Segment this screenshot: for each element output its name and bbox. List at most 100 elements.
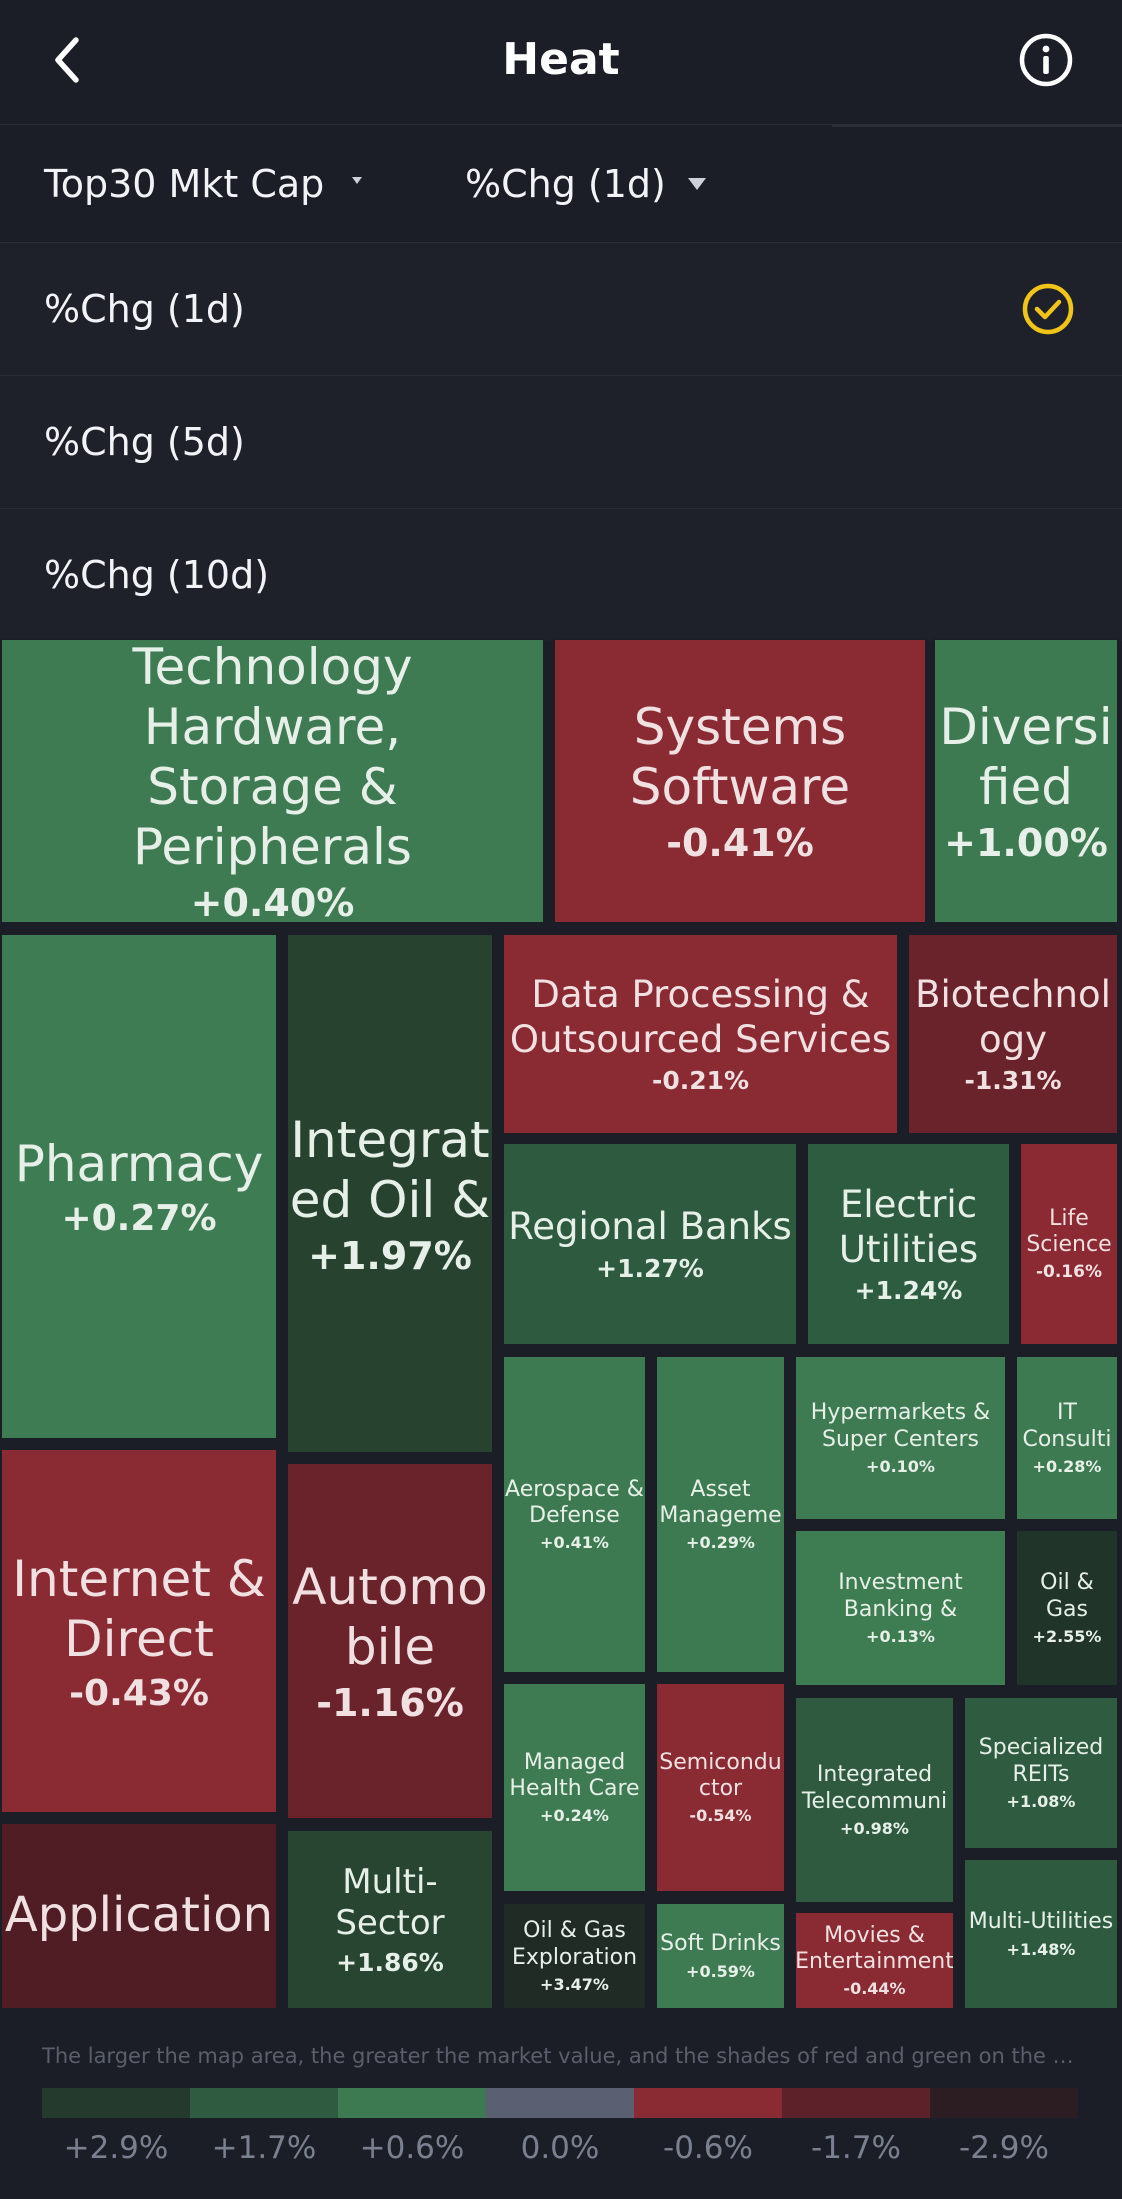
heatmap-tile[interactable]: Internet & Direct -0.43% <box>0 1448 278 1814</box>
tile-name-line: Life <box>1049 1205 1089 1231</box>
tile-name-line: Semicondu <box>659 1749 782 1775</box>
chevron-left-icon <box>55 37 79 83</box>
tile-sector-name: Managed Health Care <box>509 1750 639 1803</box>
tile-percent-change: -0.41% <box>666 821 814 865</box>
tile-percent-change: -0.54% <box>689 1806 752 1826</box>
heatmap-tile[interactable]: Investment Banking & +0.13% <box>794 1529 1007 1687</box>
tile-percent-change: -0.44% <box>843 1979 906 1999</box>
tile-sector-name: Semicondu ctor <box>659 1750 781 1803</box>
tile-percent-change: +1.48% <box>1006 1939 1076 1959</box>
heatmap-tile[interactable]: Managed Health Care +0.24% <box>502 1682 647 1893</box>
tile-name-line: Multi- <box>342 1862 438 1903</box>
legend-swatch <box>486 2088 634 2118</box>
tile-percent-change: -0.21% <box>651 1065 750 1095</box>
tile-name-line: Entertainment <box>795 1949 954 1974</box>
legend-label: +0.6% <box>359 2130 465 2166</box>
heatmap-tile[interactable]: Integrat ed Oil & +1.97% <box>286 933 494 1454</box>
metric-dropdown-menu: %Chg (1d) %Chg (5d) %Chg (10d) <box>0 242 1122 641</box>
color-legend <box>42 2088 1078 2118</box>
dropdown-option-1d[interactable]: %Chg (1d) <box>0 242 1122 375</box>
heatmap-tile[interactable]: Application <box>0 1822 278 2010</box>
heatmap-tile[interactable]: Pharmacy +0.27% <box>0 933 278 1440</box>
heatmap-tile[interactable]: Multi- Sector +1.86% <box>286 1829 494 2010</box>
heatmap-tile[interactable]: Diversi fied +1.00% <box>933 638 1119 924</box>
tile-name-line: Data Processing & <box>531 973 870 1017</box>
tile-name-line: Exploration <box>511 1944 638 1970</box>
tile-sector-name: Integrated Telecommuni <box>802 1762 947 1815</box>
heatmap-tile[interactable]: Integrated Telecommuni +0.98% <box>794 1696 955 1904</box>
tile-name-line: Investment <box>838 1570 963 1596</box>
legend-swatch <box>190 2088 338 2118</box>
tile-name-line: Electric <box>839 1183 978 1227</box>
divider <box>832 125 1122 127</box>
filter-bar: Top30 Mkt Cap %Chg (1d) <box>0 124 1122 243</box>
tile-name-line: Soft Drinks <box>660 1931 781 1957</box>
tile-name-line: Multi-Utilities <box>968 1909 1114 1935</box>
heatmap-tile[interactable]: Technology Hardware, Storage & Peripheral… <box>0 638 545 924</box>
tile-name-line: Regional Banks <box>508 1205 792 1249</box>
tile-name-line: Defense <box>529 1503 620 1528</box>
tile-name-line: Manageme <box>659 1503 782 1528</box>
heatmap-tile[interactable]: Automo bile -1.16% <box>286 1462 494 1820</box>
heatmap-tile[interactable]: Movies & Entertainment -0.44% <box>794 1911 955 2010</box>
dropdown-option-10d[interactable]: %Chg (10d) <box>0 508 1122 641</box>
tile-sector-name: Technology Hardware, Storage & Peripheral… <box>2 638 543 877</box>
tile-name-line: Software <box>629 758 851 816</box>
tile-name-line: Storage & Peripherals <box>133 758 412 876</box>
tile-sector-name: Aerospace & Defense <box>505 1477 644 1530</box>
heatmap-tile[interactable]: Life Science -0.16% <box>1019 1142 1119 1346</box>
tile-sector-name: Application <box>5 1887 273 1945</box>
tile-name-line: Managed <box>523 1749 626 1775</box>
tile-name-line: Super Centers <box>822 1426 979 1452</box>
heatmap-tile[interactable]: Systems Software -0.41% <box>553 638 927 924</box>
tile-sector-name: Multi-Utilities <box>969 1909 1114 1935</box>
tile-name-line: Science <box>1026 1232 1112 1257</box>
option-label: %Chg (5d) <box>44 420 245 464</box>
tile-name-line: Telecommuni <box>801 1788 948 1814</box>
heatmap-tile[interactable]: Soft Drinks +0.59% <box>655 1902 786 2010</box>
info-icon <box>1019 33 1073 87</box>
tile-percent-change: +0.28% <box>1032 1456 1102 1476</box>
tile-name-line: ogy <box>978 1017 1047 1061</box>
heatmap-tile[interactable]: Data Processing & Outsourced Services -0.2… <box>502 933 899 1135</box>
heatmap-tile[interactable]: Hypermarkets & Super Centers +0.10% <box>794 1355 1007 1521</box>
tile-sector-name: Pharmacy <box>15 1134 264 1194</box>
tile-percent-change: +1.24% <box>854 1275 963 1305</box>
heatmap-tile[interactable]: IT Consulti +0.28% <box>1015 1355 1119 1521</box>
tile-percent-change: +0.24% <box>540 1806 609 1826</box>
heatmap-tile[interactable]: Multi-Utilities +1.48% <box>963 1858 1119 2010</box>
tile-percent-change: +0.10% <box>866 1456 935 1476</box>
legend-label: 0.0% <box>520 2130 600 2166</box>
tile-name-line: ctor <box>698 1776 743 1801</box>
heatmap-tile[interactable]: Asset Manageme +0.29% <box>655 1355 786 1674</box>
tile-name-line: Biotechnol <box>915 973 1111 1017</box>
legend-label: +2.9% <box>63 2130 169 2166</box>
tile-percent-change: +1.27% <box>596 1253 704 1283</box>
tile-name-line: IT <box>1057 1400 1077 1426</box>
caret-down-icon <box>352 176 363 184</box>
metric-filter-dropdown[interactable]: %Chg (1d) <box>465 125 706 243</box>
tile-name-line: Sector <box>335 1903 445 1943</box>
heatmap-tile[interactable]: Semicondu ctor -0.54% <box>655 1682 786 1893</box>
heatmap-tile[interactable]: Electric Utilities +1.24% <box>806 1142 1011 1346</box>
tile-percent-change: -0.43% <box>69 1672 209 1714</box>
dropdown-option-5d[interactable]: %Chg (5d) <box>0 375 1122 508</box>
tile-name-line: Technology Hardware, <box>132 638 413 756</box>
legend-labels: +2.9% +1.7% +0.6% 0.0% -0.6% -1.7% -2.9% <box>42 2130 1078 2166</box>
check-circle-icon <box>1022 283 1074 335</box>
heatmap-tile[interactable]: Biotechnol ogy -1.31% <box>907 933 1119 1135</box>
tile-name-line: Internet & <box>12 1549 266 1608</box>
heatmap-tile[interactable]: Oil & Gas +2.55% <box>1015 1529 1119 1687</box>
heatmap-tile[interactable]: Oil & Gas Exploration +3.47% <box>502 1902 647 2010</box>
heatmap-tile[interactable]: Aerospace & Defense +0.41% <box>502 1355 647 1674</box>
legend-swatch <box>42 2088 190 2118</box>
tile-name-line: Automo <box>292 1558 488 1616</box>
tile-sector-name: Movies & Entertainment <box>795 1923 954 1976</box>
heatmap-tile[interactable]: Regional Banks +1.27% <box>502 1142 798 1346</box>
legend-swatch <box>634 2088 782 2118</box>
heatmap-tile[interactable]: Specialized REITs +1.08% <box>963 1696 1119 1850</box>
market-filter-dropdown[interactable]: Top30 Mkt Cap <box>44 125 363 243</box>
back-button[interactable] <box>44 28 92 92</box>
info-button[interactable] <box>1016 30 1076 90</box>
tile-name-line: Integrated <box>816 1762 933 1788</box>
